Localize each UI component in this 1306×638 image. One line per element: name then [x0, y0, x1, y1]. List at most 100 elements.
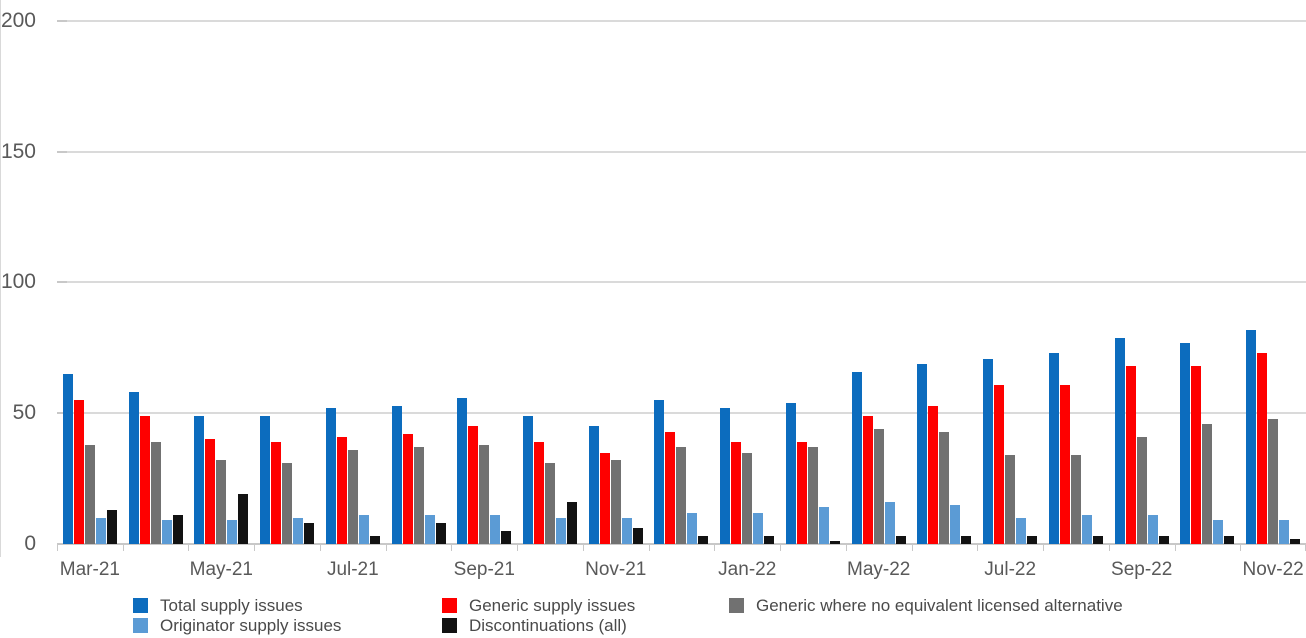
bar-total-supply-issues — [917, 363, 928, 544]
bar-discontinuations-all — [106, 509, 117, 544]
bar-generic-supply-issues — [1257, 352, 1268, 544]
y-axis-label: 0 — [24, 531, 36, 555]
bar-total-supply-issues — [523, 415, 534, 544]
x-axis-label: Mar-21 — [59, 559, 120, 580]
x-axis-tick — [780, 544, 782, 551]
bar-generic-no-licensed-alternative — [1136, 436, 1147, 544]
bar-generic-no-licensed-alternative — [1268, 418, 1279, 544]
bar-generic-no-licensed-alternative — [1005, 454, 1016, 544]
y-axis-label: 50 — [12, 400, 36, 424]
bar-generic-supply-issues — [1191, 365, 1202, 544]
bar-discontinuations-all — [895, 535, 906, 544]
bar-discontinuations-all — [304, 522, 315, 544]
bar-originator-supply-issues — [687, 512, 698, 544]
legend-item-discontinuations-all: Discontinuations (all) — [442, 617, 627, 634]
legend-label: Generic supply issues — [469, 596, 636, 615]
x-axis-label: May-22 — [847, 559, 911, 580]
bar-generic-supply-issues — [1125, 365, 1136, 544]
bar-generic-no-licensed-alternative — [873, 428, 884, 544]
bar-generic-no-licensed-alternative — [807, 446, 818, 544]
bar-group — [254, 14, 320, 544]
bar-generic-supply-issues — [139, 415, 150, 544]
bar-generic-supply-issues — [796, 441, 807, 544]
x-axis-tick — [911, 544, 913, 551]
legend-item-originator-supply-issues: Originator supply issues — [133, 617, 341, 634]
bar-generic-no-licensed-alternative — [282, 462, 293, 544]
bar-discontinuations-all — [961, 535, 972, 544]
bar-discontinuations-all — [632, 527, 643, 544]
bar-originator-supply-issues — [621, 517, 632, 544]
bar-generic-no-licensed-alternative — [1070, 454, 1081, 544]
bar-discontinuations-all — [829, 540, 840, 544]
bar-originator-supply-issues — [556, 517, 567, 544]
bar-generic-supply-issues — [599, 452, 610, 544]
bar-generic-supply-issues — [928, 405, 939, 544]
bar-group — [714, 14, 780, 544]
bar-originator-supply-issues — [490, 514, 501, 544]
x-axis-tick — [582, 544, 584, 551]
bar-group — [386, 14, 452, 544]
bar-generic-supply-issues — [665, 431, 676, 544]
bar-total-supply-issues — [1114, 337, 1125, 544]
x-axis-tick — [845, 544, 847, 551]
x-axis-tick — [57, 544, 58, 551]
bar-discontinuations-all — [698, 535, 709, 544]
bar-generic-no-licensed-alternative — [479, 444, 490, 544]
bar-total-supply-issues — [260, 415, 271, 544]
x-axis-label: Sep-22 — [1111, 559, 1173, 580]
bar-generic-supply-issues — [271, 441, 282, 544]
bar-generic-supply-issues — [731, 441, 742, 544]
bar-discontinuations-all — [1158, 535, 1169, 544]
legend-swatch-discontinuations-all — [442, 618, 457, 633]
bar-discontinuations-all — [172, 514, 183, 544]
legend-swatch-generic-supply-issues — [442, 598, 457, 613]
bar-originator-supply-issues — [1147, 514, 1158, 544]
x-axis-tick — [714, 544, 716, 551]
x-axis-tick — [648, 544, 650, 551]
bar-discontinuations-all — [1027, 535, 1038, 544]
bar-originator-supply-issues — [950, 504, 961, 544]
bar-originator-supply-issues — [293, 517, 304, 544]
x-axis-tick — [122, 544, 124, 551]
bar-generic-no-licensed-alternative — [347, 449, 358, 544]
x-axis-label: Jul-22 — [984, 559, 1037, 580]
bar-generic-no-licensed-alternative — [84, 444, 95, 544]
bar-generic-supply-issues — [73, 399, 84, 544]
x-axis-tick — [517, 544, 519, 551]
y-gridline — [57, 150, 1306, 153]
bar-total-supply-issues — [62, 373, 73, 544]
bar-group — [780, 14, 846, 544]
y-gridline — [57, 411, 1306, 414]
bar-group — [1240, 14, 1306, 544]
bar-generic-no-licensed-alternative — [610, 459, 621, 544]
y-gridline — [57, 281, 1306, 284]
bar-group — [1175, 14, 1241, 544]
y-gridline — [57, 20, 1306, 22]
bar-discontinuations-all — [501, 530, 512, 544]
bar-group — [977, 14, 1043, 544]
bar-originator-supply-issues — [358, 514, 369, 544]
y-tick-mark — [57, 411, 67, 414]
bar-group — [57, 14, 123, 544]
legend-swatch-total-supply-issues — [133, 598, 148, 613]
bar-generic-supply-issues — [468, 425, 479, 544]
bar-group — [320, 14, 386, 544]
y-axis-label: 100 — [0, 270, 36, 294]
bar-originator-supply-issues — [1279, 519, 1290, 544]
bar-generic-supply-issues — [994, 384, 1005, 544]
x-axis-label: Jul-21 — [326, 559, 379, 580]
bar-generic-supply-issues — [862, 415, 873, 544]
x-axis-label: Nov-21 — [585, 559, 647, 580]
y-tick-mark — [57, 281, 67, 284]
legend-item-generic-supply-issues: Generic supply issues — [442, 597, 635, 614]
x-axis-tick — [977, 544, 979, 551]
bar-group — [451, 14, 517, 544]
bar-originator-supply-issues — [424, 514, 435, 544]
legend-label: Total supply issues — [160, 596, 303, 615]
x-axis-tick — [319, 544, 321, 551]
bar-generic-supply-issues — [1059, 384, 1070, 544]
bar-group — [1109, 14, 1175, 544]
x-axis-tick — [1240, 544, 1242, 551]
bar-originator-supply-issues — [753, 512, 764, 544]
